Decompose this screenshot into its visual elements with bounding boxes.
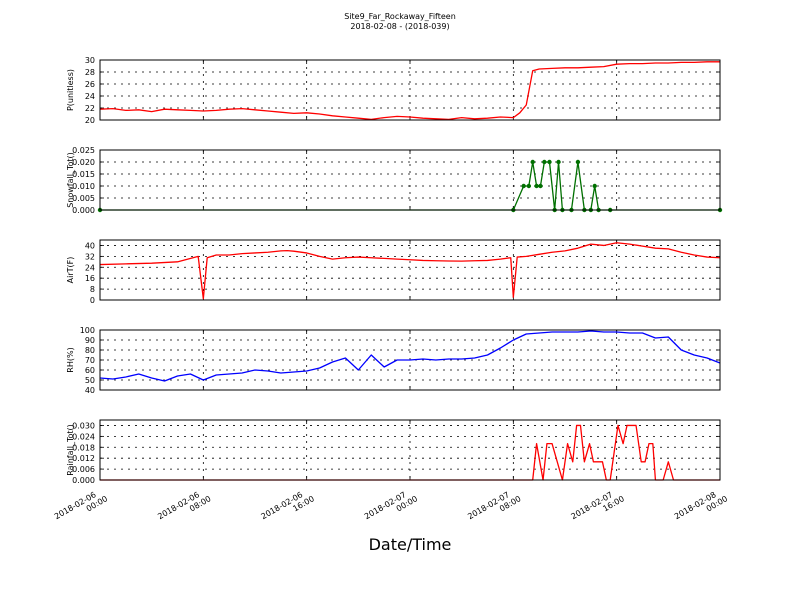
panel-2-y-tick-label: 0.010 [72,182,95,191]
panel-3-y-axis-label: AirT(F) [66,257,75,284]
panel-2-y-tick-label: 0.015 [72,170,95,179]
panel-2-data-point [538,183,543,189]
panel-5-y-tick-label: 0.030 [72,421,95,430]
panel-4-frame [99,329,721,391]
x-tick-label: 2018-02-0600:00 [53,486,109,529]
panel-2-data-point [534,183,539,189]
panel-2-frame [99,149,721,211]
panel-2-y-tick-label: 0.020 [72,158,95,167]
x-axis-label: Date/Time [369,535,452,554]
panel-1-y-tick-label: 30 [85,56,95,65]
panel-5-y-axis-label: Rainfall_Tot() [66,424,75,476]
x-tick-label: 2018-02-0716:00 [570,486,626,529]
panel-4-y-tick-label: 60 [85,366,95,375]
panel-2-data-point [547,159,552,165]
panel-4-y-tick-label: 50 [85,376,95,385]
panel-3-frame [99,239,721,301]
x-tick-label: 2018-02-0608:00 [156,486,212,529]
panel-2-data-point [592,183,597,189]
panel-2-y-tick-label: 0.000 [72,206,95,215]
panel-4-y-axis-label: RH(%) [66,347,75,372]
panel-1-y-tick-label: 24 [85,92,95,101]
panel-4-y-tick-label: 80 [85,346,95,355]
panel-1-frame [99,59,721,121]
panel-1-series-line [99,61,720,121]
panel-3-y-tick-label: 0 [90,296,95,305]
panel-2-y-tick-label: 0.025 [72,146,95,155]
panel-1-y-tick-label: 20 [85,116,95,125]
x-tick-label: 2018-02-0708:00 [466,486,522,529]
panel-3-y-tick-label: 24 [85,263,95,272]
panel-5-y-tick-label: 0.018 [72,443,95,452]
panel-5-y-tick-label: 0.024 [72,432,95,441]
panel-2: 0.000 0.005 0.010 0.015 0.020 0.025Snowfall_T… [66,146,723,215]
x-tick-label: 2018-02-0616:00 [260,486,316,529]
panel-5-frame [99,419,721,481]
panel-2-series-line [100,161,720,211]
panel-4-y-tick-label: 70 [85,356,95,365]
panel-1-y-axis-label: P(unitless) [66,69,75,111]
panel-5-y-tick-label: 0.012 [72,454,95,463]
panel-5-series-line [100,424,720,481]
panel-3: 0 8 16 24 32 40 AirT(F) [66,239,721,305]
panel-4-series-line [99,330,721,382]
panel-1-y-tick-label: 28 [85,68,95,77]
chart-panels: 202224262830P(unitless)0.0000.0050.0100.… [66,56,723,485]
panel-3-y-tick-label: 8 [90,285,95,294]
panel-2-y-tick-label: 0.005 [72,194,95,203]
panel-1-y-tick-label: 26 [85,80,95,89]
panel-4-y-tick-label: 40 [85,386,95,395]
panel-1-y-tick-label: 22 [85,104,95,113]
panel-3-y-tick-label: 16 [85,274,95,283]
x-tick-label: 2018-02-0700:00 [363,486,419,529]
panel-5: 0.000 0.006 0.012 0.018 0.024 0.030Rainfall_T… [66,419,721,485]
x-axis-tick-labels: 2018-02-0600:00 2018-02-0608:00 2018-02-06… [53,486,729,529]
panel-5-y-tick-label: 0.006 [72,465,95,474]
panel-3-series-line [99,242,721,300]
panel-1: 20 22 24 26 28 30 P(unitless) [66,56,721,125]
panel-2-data-point [521,183,526,189]
panel-2-y-axis-label: Snowfall_Tot() [66,152,75,208]
panel-3-y-tick-label: 32 [85,252,95,261]
panel-4-y-tick-label: 100 [80,326,95,335]
chart-subtitle: 2018-02-08 - (2018-039) [350,22,449,31]
panel-2-data-point [556,159,561,165]
chart-title: Site9_Far_Rockaway_Fifteen [344,12,456,21]
panel-4-y-tick-label: 90 [85,336,95,345]
x-tick-label: 2018-02-0800:00 [673,486,729,529]
panel-2-data-point [526,183,532,189]
panel-2-data-point [542,159,547,165]
panel-5-y-tick-label: 0.000 [72,476,95,485]
panel-2-data-point [530,159,535,165]
panel-2-data-point [575,159,581,165]
panel-3-y-tick-label: 40 [85,241,95,250]
